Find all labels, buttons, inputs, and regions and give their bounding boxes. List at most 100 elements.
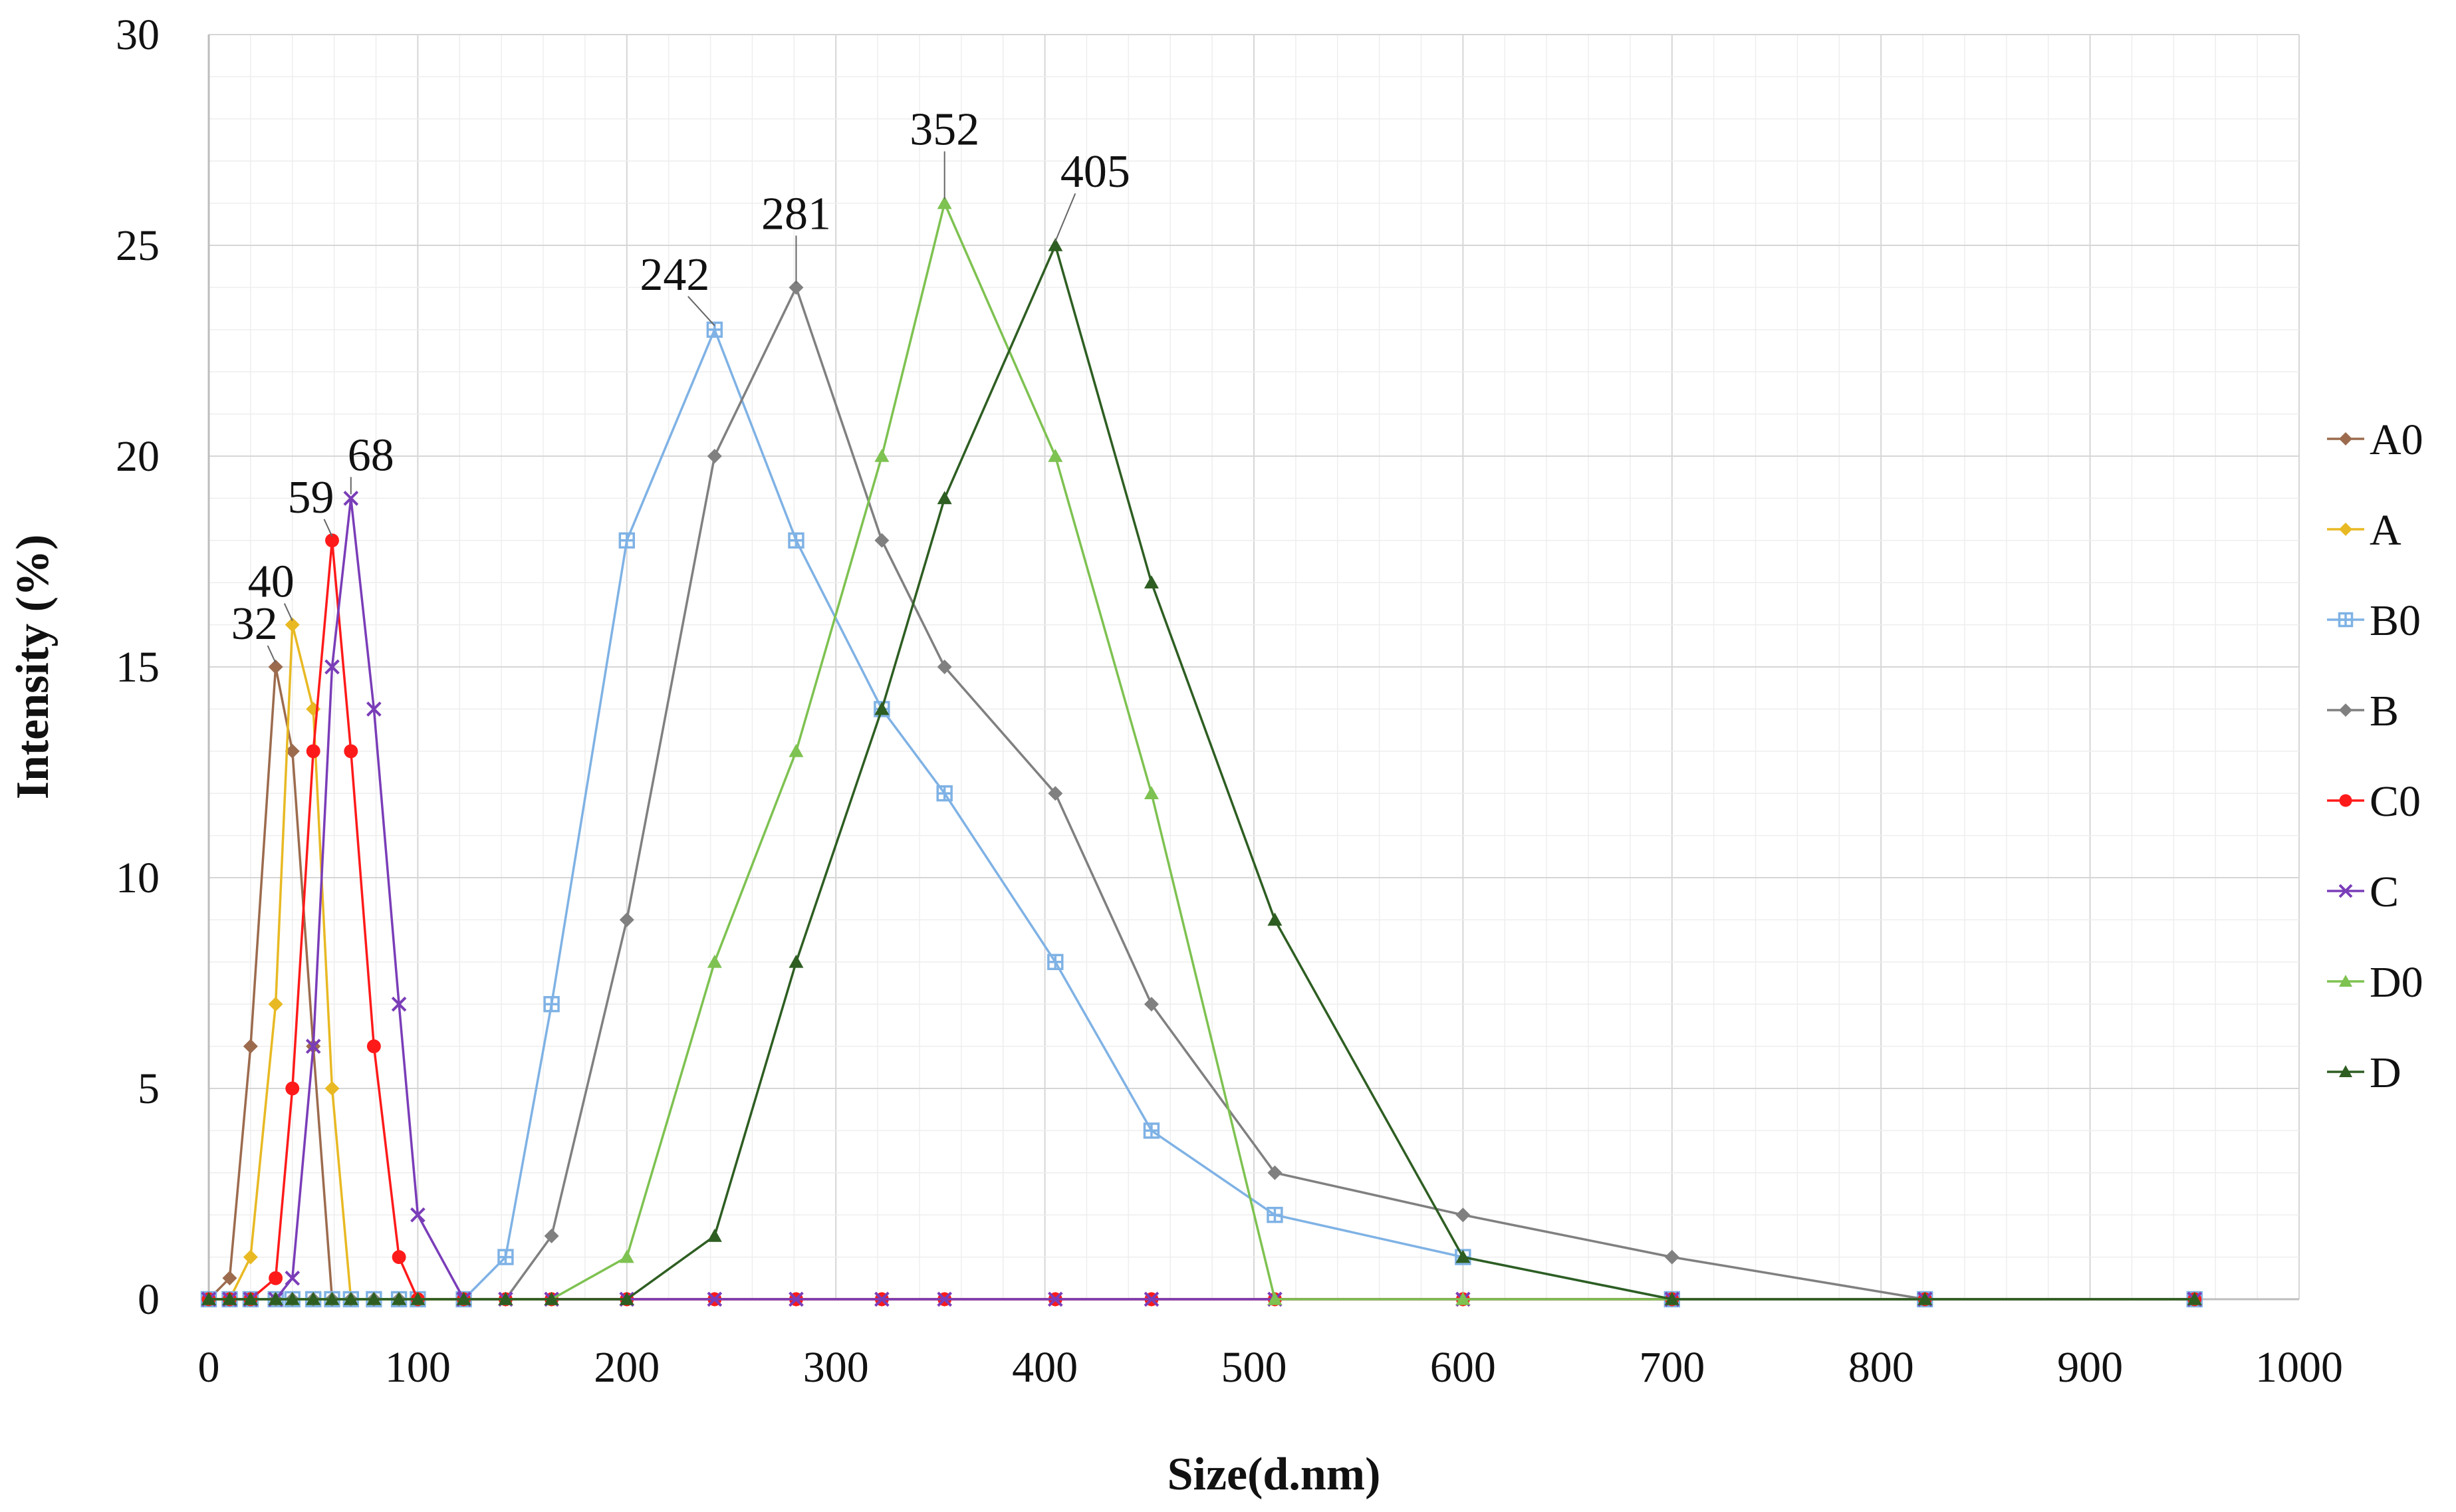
series-layer [200, 195, 2203, 1308]
data-point [874, 1291, 890, 1307]
data-point [324, 1081, 340, 1096]
x-tick-label: 700 [1639, 1343, 1705, 1392]
data-point [324, 659, 340, 675]
data-point [201, 1292, 216, 1305]
gridlines [208, 34, 2300, 1300]
peak-label-59: 59 [287, 472, 334, 523]
peak-label-40: 40 [248, 557, 295, 608]
x-tick-label: 100 [385, 1343, 451, 1392]
data-point [285, 1081, 300, 1096]
x-tick-label: 500 [1221, 1343, 1287, 1392]
x-tick-label: 400 [1012, 1343, 1078, 1392]
legend-item-c0: C0 [2327, 777, 2421, 826]
x-tick-label: 900 [2057, 1343, 2123, 1392]
data-point [243, 1292, 258, 1305]
data-point [285, 617, 300, 632]
annotation-leader [687, 296, 715, 326]
data-point [1144, 1291, 1160, 1307]
data-point [544, 1292, 559, 1305]
data-point [222, 1271, 237, 1286]
x-tick-label: 200 [594, 1343, 660, 1392]
peak-label-242: 242 [640, 249, 709, 301]
peak-label-281: 281 [761, 188, 831, 239]
annotation-leader [1054, 193, 1076, 242]
series-line [209, 244, 2195, 1301]
y-tick-label: 25 [116, 221, 160, 270]
data-point [285, 743, 300, 759]
data-point [1048, 238, 1063, 251]
data-point [268, 997, 283, 1012]
data-point [410, 1292, 426, 1305]
data-point [937, 660, 952, 674]
annotation-leader [267, 645, 277, 664]
data-point [497, 1249, 514, 1265]
data-point [498, 1292, 513, 1305]
data-point [2339, 523, 2352, 536]
data-point [1144, 575, 1159, 588]
legend-item-a: A [2327, 506, 2401, 555]
data-point [1267, 1292, 1283, 1305]
data-point [937, 195, 952, 209]
data-point [305, 1039, 321, 1054]
y-tick-label: 0 [138, 1275, 160, 1324]
data-point [366, 1039, 381, 1054]
data-point [619, 1292, 634, 1305]
data-point [1267, 912, 1283, 926]
annotation-leader [323, 519, 333, 537]
data-point [1267, 1207, 1283, 1223]
annotation-leader [283, 603, 293, 622]
data-point [325, 533, 339, 548]
data-point [1917, 1292, 1933, 1305]
series-c [201, 491, 2203, 1307]
data-point [366, 701, 382, 717]
y-tick-label: 5 [138, 1065, 160, 1113]
data-point [1144, 997, 1159, 1012]
data-point [344, 744, 358, 759]
data-point [707, 449, 722, 463]
data-point [874, 533, 890, 548]
data-point [1048, 786, 1063, 801]
data-point [2338, 884, 2353, 898]
data-point [789, 743, 804, 757]
data-point [1664, 1249, 1679, 1265]
axes: 0 100 200 300 400 500 600 700 800 900 1000 0 5 10 15 20… [116, 11, 2343, 1392]
y-tick-label: 30 [116, 11, 160, 59]
data-point [268, 660, 283, 674]
data-point [1664, 1292, 1679, 1305]
data-point [306, 744, 320, 759]
legend-label: C [2370, 868, 2399, 916]
data-point [1267, 1165, 1283, 1180]
data-point [619, 912, 634, 928]
data-point [243, 1039, 258, 1054]
x-tick-label: 1000 [2255, 1343, 2343, 1392]
data-point [2339, 975, 2352, 987]
legend-label: A0 [2370, 416, 2423, 464]
data-point [243, 1249, 258, 1265]
data-point [789, 280, 804, 295]
series-line [209, 497, 2195, 1301]
data-point [343, 1292, 358, 1305]
data-point [285, 1292, 300, 1305]
x-tick-label: 800 [1848, 1343, 1914, 1392]
series-d [201, 238, 2202, 1305]
data-point [619, 1249, 634, 1263]
legend-item-d: D [2327, 1049, 2401, 1097]
legend-label: B0 [2370, 596, 2421, 645]
x-tick-label: 600 [1430, 1343, 1496, 1392]
data-point [268, 1292, 283, 1305]
x-axis-title: Size(d.nm) [1167, 1449, 1381, 1500]
legend-item-b0: B0 [2327, 596, 2421, 645]
data-point [618, 532, 635, 549]
y-axis-title: Intensity (%) [7, 535, 59, 800]
legend-label: C0 [2370, 777, 2421, 826]
data-point [392, 1250, 406, 1265]
data-point [306, 1292, 321, 1305]
data-point [2339, 794, 2352, 807]
legend: A0 A B0 B C0 C D0 D [2327, 416, 2423, 1097]
data-point [789, 954, 804, 968]
data-point [324, 1292, 340, 1305]
series-line [207, 666, 2195, 1301]
data-point [937, 1291, 953, 1307]
legend-label: D0 [2370, 958, 2423, 1007]
data-point [1048, 449, 1063, 462]
